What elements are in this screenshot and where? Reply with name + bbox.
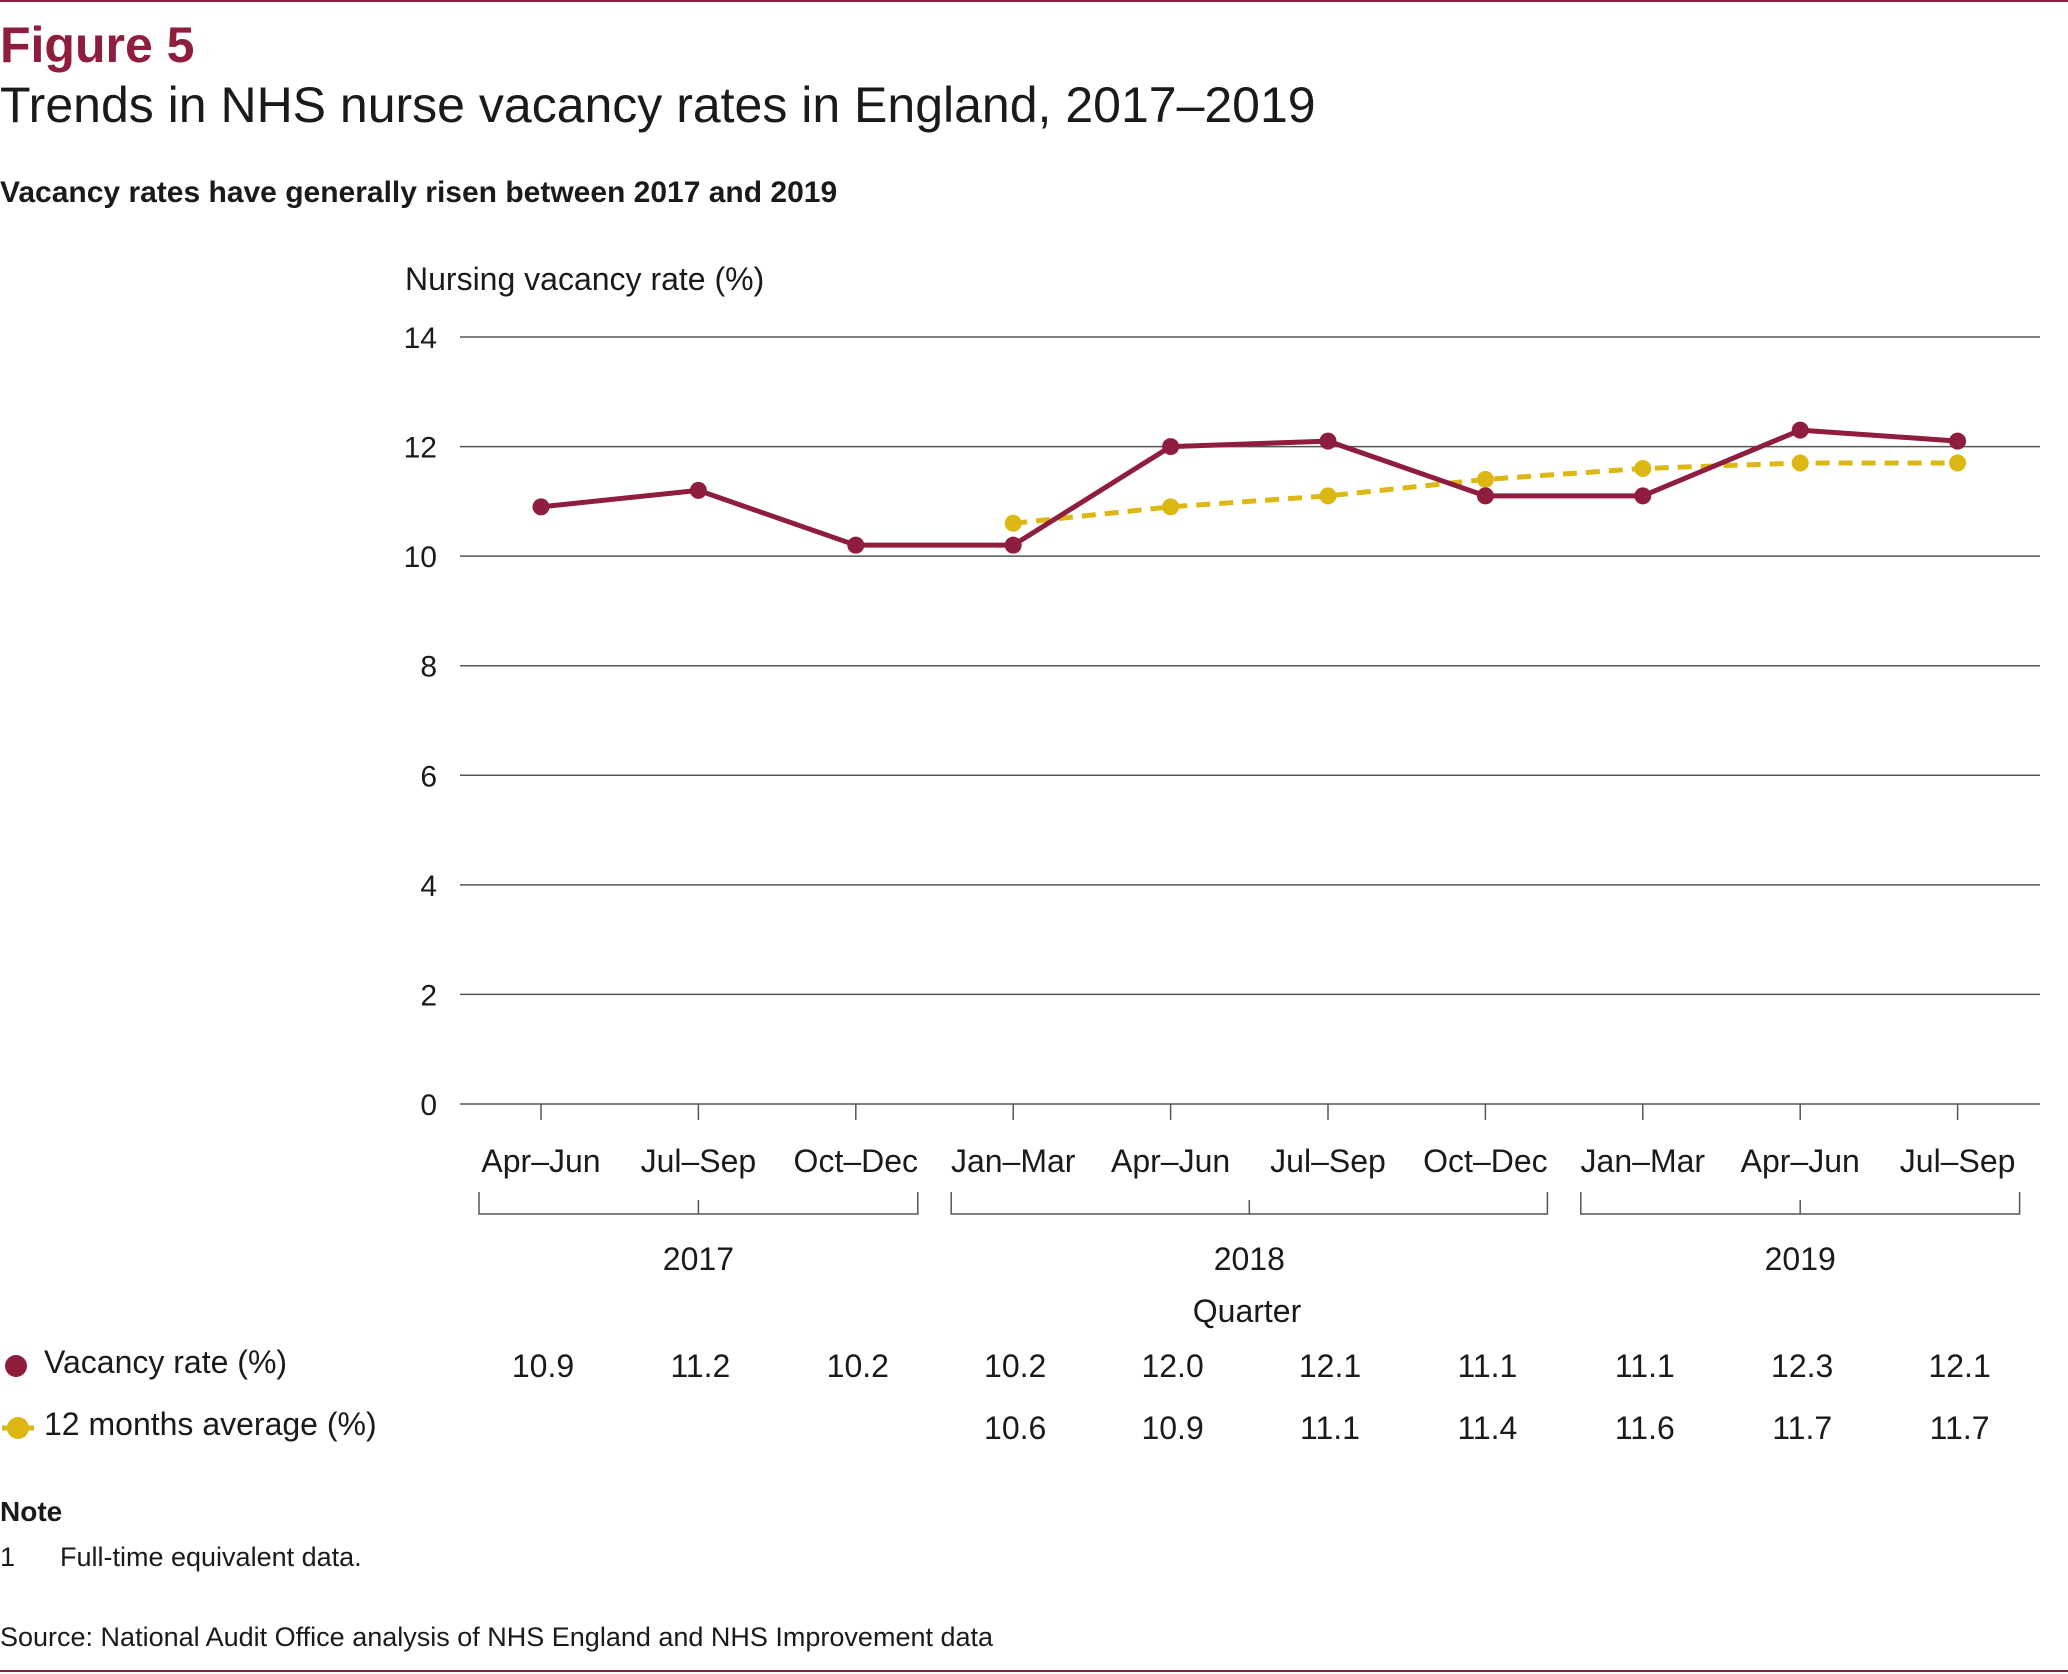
legend-average-label: 12 months average (%) xyxy=(44,1406,377,1442)
table-value: 10.9 xyxy=(1141,1410,1203,1446)
average-point xyxy=(1634,459,1652,477)
vacancy-rate-line xyxy=(540,427,1958,548)
vacancy-point xyxy=(1791,421,1809,439)
vacancy-point xyxy=(1476,487,1494,505)
line-chart: 0 2 4 6 8 10 12 14 Nursing vacancy rate (%) Apr… xyxy=(2,261,2040,1446)
y-tick-labels: 0 2 4 6 8 10 12 14 xyxy=(404,322,437,1122)
year-labels: 2017 2018 2019 xyxy=(663,1241,1836,1277)
y-tick-label: 4 xyxy=(420,870,437,903)
year-bracket xyxy=(478,1192,919,1215)
vacancy-point xyxy=(1949,432,1967,450)
series-points xyxy=(532,421,1967,554)
vacancy-point xyxy=(1319,432,1337,450)
year-brackets xyxy=(478,1192,2021,1215)
average-point xyxy=(1949,454,1967,472)
y-tick-label: 12 xyxy=(404,432,437,465)
legend-vacancy-label: Vacancy rate (%) xyxy=(44,1344,288,1380)
table-value: 10.6 xyxy=(984,1410,1046,1446)
vacancy-point xyxy=(532,498,550,516)
legend-average-icon xyxy=(7,1417,29,1439)
y-tick-label: 8 xyxy=(420,651,437,684)
source-text: Source: National Audit Office analysis o… xyxy=(0,1622,994,1652)
x-tick-label: Apr–Jun xyxy=(481,1143,600,1179)
table-value: 10.2 xyxy=(827,1348,889,1384)
table-value: 11.2 xyxy=(670,1348,730,1384)
x-tick-label: Apr–Jun xyxy=(1741,1143,1860,1179)
x-tick-label: Jul–Sep xyxy=(1270,1143,1386,1179)
x-tick-label: Jul–Sep xyxy=(1900,1143,2016,1179)
legend-vacancy-icon xyxy=(5,1355,27,1377)
average-point xyxy=(1162,498,1180,516)
y-tick-label: 14 xyxy=(404,322,437,355)
x-tick-label: Apr–Jun xyxy=(1111,1143,1230,1179)
figure-subtitle: Vacancy rates have generally risen betwe… xyxy=(0,176,838,209)
note-number: 1 xyxy=(0,1542,16,1572)
note-text: Full-time equivalent data. xyxy=(60,1542,362,1572)
table-value: 11.7 xyxy=(1930,1410,1990,1446)
average-point xyxy=(1319,487,1337,505)
figure-label: Figure 5 xyxy=(0,17,195,73)
y-axis-label: Nursing vacancy rate (%) xyxy=(405,261,764,297)
series-lines xyxy=(540,427,1958,548)
y-tick-label: 6 xyxy=(420,760,437,793)
table-value: 12.1 xyxy=(1928,1348,1990,1384)
table-value: 11.1 xyxy=(1457,1348,1517,1384)
vacancy-point xyxy=(689,481,707,499)
figure-title: Trends in NHS nurse vacancy rates in Eng… xyxy=(0,77,1316,133)
note-heading: Note xyxy=(0,1496,63,1527)
average-point xyxy=(1791,454,1809,472)
gridlines xyxy=(460,336,2040,1105)
table-value: 11.4 xyxy=(1457,1410,1517,1446)
vacancy-point xyxy=(847,536,865,554)
table-value: 11.1 xyxy=(1300,1410,1360,1446)
year-label: 2019 xyxy=(1765,1241,1836,1277)
x-tick-label: Jan–Mar xyxy=(951,1143,1076,1179)
x-tick-label: Oct–Dec xyxy=(1423,1143,1547,1179)
year-label: 2017 xyxy=(663,1241,734,1277)
bottom-rule xyxy=(0,1670,2068,1672)
x-tick-labels: Apr–Jun Jul–Sep Oct–Dec Jan–Mar Apr–Jun Jul–S… xyxy=(481,1143,2015,1179)
table-value: 12.1 xyxy=(1299,1348,1361,1384)
table-value: 11.7 xyxy=(1772,1410,1832,1446)
average-point xyxy=(1476,470,1494,488)
y-tick-label: 0 xyxy=(420,1089,437,1122)
vacancy-point xyxy=(1004,536,1022,554)
table-value: 10.2 xyxy=(984,1348,1046,1384)
table-value: 11.1 xyxy=(1615,1348,1675,1384)
legend-icons xyxy=(2,1355,34,1439)
table-value: 10.9 xyxy=(512,1348,574,1384)
year-bracket xyxy=(950,1192,1549,1215)
year-bracket xyxy=(1580,1192,2021,1215)
y-tick-label: 2 xyxy=(420,979,437,1012)
top-rule xyxy=(0,0,2068,2)
x-tick-label: Jul–Sep xyxy=(641,1143,757,1179)
x-tick-label: Jan–Mar xyxy=(1581,1143,1706,1179)
y-tick-label: 10 xyxy=(404,541,437,574)
x-tick-marks xyxy=(540,1104,1959,1120)
average-point xyxy=(1004,514,1022,532)
vacancy-point xyxy=(1162,438,1180,456)
vacancy-point xyxy=(1634,487,1652,505)
table-value: 11.6 xyxy=(1615,1410,1675,1446)
data-table: 10.9 11.2 10.2 10.2 12.0 12.1 11.1 11.1 12.3 12.1… xyxy=(512,1348,1991,1446)
year-label: 2018 xyxy=(1214,1241,1285,1277)
table-value: 12.0 xyxy=(1141,1348,1203,1384)
x-tick-label: Oct–Dec xyxy=(794,1143,918,1179)
x-axis-label: Quarter xyxy=(1193,1293,1302,1329)
table-value: 12.3 xyxy=(1771,1348,1833,1384)
